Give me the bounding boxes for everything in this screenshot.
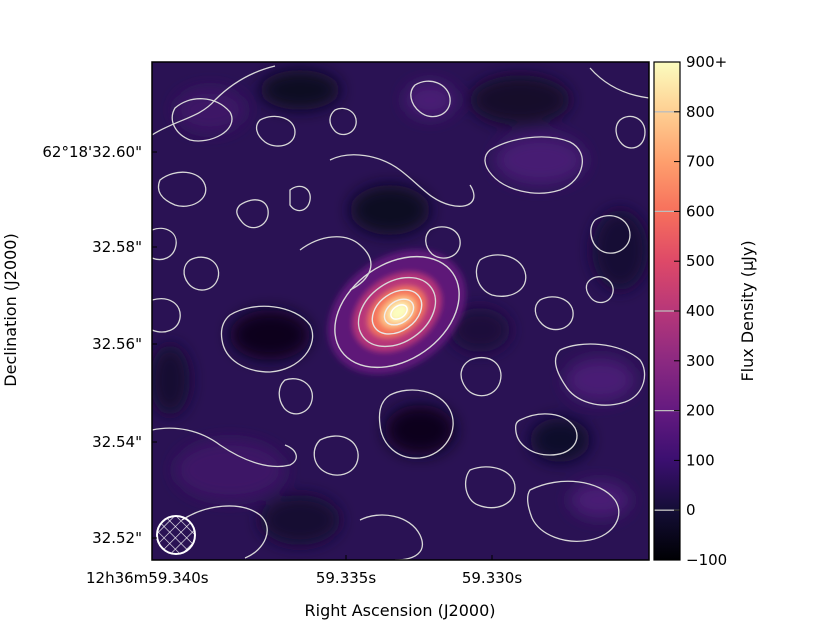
plot-frame: [151, 61, 650, 561]
y-tick-label: 62°18'32.60": [42, 143, 142, 161]
colorbar-tick-label: 0: [686, 501, 696, 519]
image-area: [152, 62, 649, 560]
colorbar-tick-label: 200: [686, 402, 715, 420]
x-axis-label: Right Ascension (J2000): [305, 601, 496, 620]
x-tick-label: 12h36m59.340s: [86, 569, 209, 587]
y-tick-label: 32.58": [92, 238, 142, 256]
x-axis: 12h36m59.340s 59.335s 59.330s: [86, 555, 522, 587]
x-tick-label: 59.330s: [462, 569, 522, 587]
noise-patches: [152, 70, 648, 545]
y-axis: 62°18'32.60" 32.58" 32.56" 32.54" 32.52": [42, 143, 157, 547]
colorbar-tick-label: 600: [686, 202, 715, 220]
y-tick-label: 32.54": [92, 433, 142, 451]
beam-marker: [156, 515, 196, 555]
colorbar-tick-label: 900+: [686, 53, 727, 71]
colorbar-tick-label: 300: [686, 352, 715, 370]
colorbar-tick-label: 700: [686, 153, 715, 171]
colorbar: −100 0 100 200 300 400 500 600 700 800 900+ Flux D…: [653, 53, 757, 569]
colorbar-label: Flux Density (μJy): [738, 240, 757, 381]
y-tick-label: 32.52": [92, 529, 142, 547]
colorbar-tick-label: 500: [686, 252, 715, 270]
y-axis-label: Declination (J2000): [1, 233, 20, 386]
contours: [152, 65, 649, 560]
x-tick-label: 59.335s: [316, 569, 376, 587]
colorbar-tick-label: 100: [686, 451, 715, 469]
source-contours: [334, 255, 460, 369]
colorbar-tick-label: 800: [686, 103, 715, 121]
colorbar-ticks: −100 0 100 200 300 400 500 600 700 800 900+: [674, 53, 727, 569]
colorbar-tick-label: −100: [686, 551, 727, 569]
colorbar-tick-label: 400: [686, 302, 715, 320]
y-tick-label: 32.56": [92, 335, 142, 353]
